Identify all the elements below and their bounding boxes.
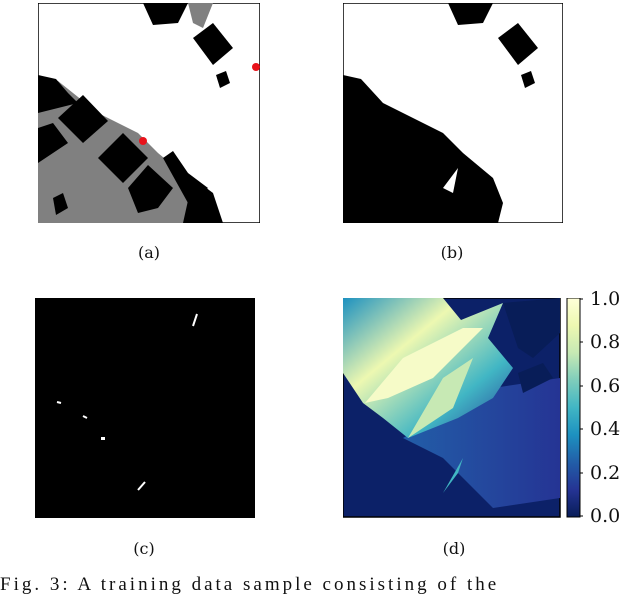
panel-c-edge-map: [35, 298, 255, 518]
panel-d-heatmap: [343, 298, 583, 518]
colorbar-tick: 0.2: [590, 462, 621, 484]
red-marker: [139, 137, 147, 145]
colorbar-tick: 0.6: [590, 375, 621, 397]
colorbar-tick: 0.4: [590, 418, 621, 440]
subfigure-label-c: (c): [133, 539, 155, 558]
colorbar-tick: 0.8: [590, 331, 621, 353]
panel-a-occupancy-map: [38, 3, 260, 223]
subfigure-label-b: (b): [440, 243, 464, 262]
obstacle-region: [38, 75, 78, 113]
figure-caption: Fig. 3: A training data sample consistin…: [0, 574, 500, 595]
colorbar-tick: 0.0: [590, 505, 621, 527]
subfigure-label-d: (d): [442, 539, 466, 558]
colorbar-tick: 1.0: [590, 288, 621, 310]
subfigure-label-a: (a): [137, 243, 161, 262]
red-marker: [252, 63, 260, 71]
panel-b-binary-map: [343, 3, 563, 223]
